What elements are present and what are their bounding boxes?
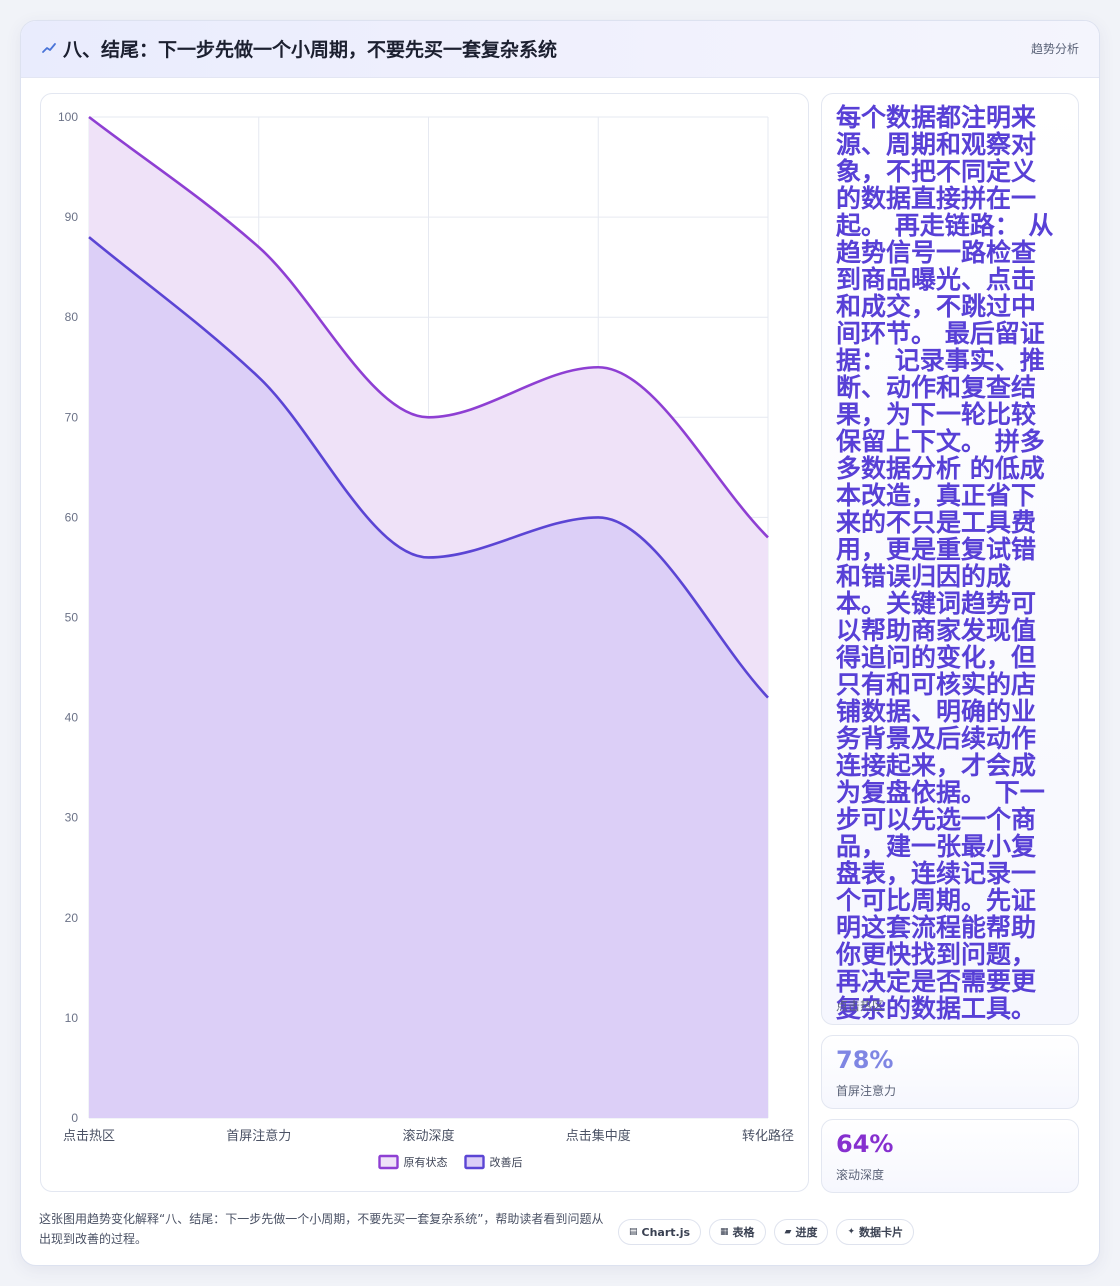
page-title: 八、结尾：下一步先做一个小周期，不要先买一套复杂系统 bbox=[63, 39, 558, 61]
stat-value: 78% bbox=[836, 1046, 894, 1074]
card-header: 八、结尾：下一步先做一个小周期，不要先买一套复杂系统 趋势分析 bbox=[21, 21, 1099, 78]
area-chart: 0 10 20 30 40 50 60 70 80 90 100 点击热区 首屏注意力 滚动深度 点击集中度… bbox=[58, 110, 794, 1170]
legend-label: 原有状态 bbox=[404, 1155, 448, 1169]
note-text: 每个数据都注明来源、周期和观察对象，不把不同定义的数据直接拼在一起。 再走链路：… bbox=[836, 103, 1054, 1023]
y-tick-label: 80 bbox=[65, 310, 79, 324]
chart-panel: 0 10 20 30 40 50 60 70 80 90 100 点击热区 首屏注意力 滚动深度 点击集中度… bbox=[40, 93, 809, 1192]
table-icon: ▦ bbox=[720, 1227, 729, 1237]
stat-value: 64% bbox=[836, 1130, 894, 1158]
legend-swatch bbox=[464, 1154, 485, 1170]
stat-label: 滚动深度 bbox=[836, 1168, 885, 1182]
chip-progress[interactable]: ▰ 进度 bbox=[773, 1219, 829, 1245]
sparkle-icon: ✦ bbox=[847, 1227, 856, 1237]
y-tick-label: 100 bbox=[58, 110, 78, 124]
trend-line-icon bbox=[42, 43, 56, 53]
stat-card-scroll: 64% 滚动深度 bbox=[821, 1119, 1079, 1193]
note-card: 每个数据都注明来源、周期和观察对象，不把不同定义的数据直接拼在一起。 再走链路：… bbox=[821, 93, 1079, 1025]
category-tag[interactable]: 趋势分析 bbox=[1030, 42, 1079, 56]
progress-icon: ▰ bbox=[784, 1227, 792, 1237]
chart-caption: 这张图用趋势变化解释“八、结尾：下一步先做一个小周期，不要先买一套复杂系统”，帮… bbox=[39, 1212, 604, 1246]
chart-icon: ▤ bbox=[629, 1227, 638, 1237]
chip-data-card[interactable]: ✦ 数据卡片 bbox=[836, 1219, 915, 1245]
y-tick-label: 70 bbox=[65, 410, 79, 424]
y-tick-label: 50 bbox=[65, 611, 79, 625]
legend-swatch bbox=[378, 1154, 399, 1170]
legend-label: 改善后 bbox=[490, 1155, 523, 1169]
y-tick-label: 60 bbox=[65, 510, 79, 524]
y-tick-label: 20 bbox=[65, 911, 79, 925]
stat-label: 首屏注意力 bbox=[836, 1084, 897, 1098]
y-tick-label: 40 bbox=[65, 711, 79, 725]
x-tick-label: 转化路径 bbox=[742, 1128, 794, 1144]
chip-table[interactable]: ▦ 表格 bbox=[709, 1219, 766, 1245]
y-tick-label: 0 bbox=[71, 1111, 78, 1125]
y-tick-label: 10 bbox=[65, 1011, 79, 1025]
report-card: 八、结尾：下一步先做一个小周期，不要先买一套复杂系统 趋势分析 0 10 20 30 4… bbox=[20, 20, 1100, 1266]
x-tick-label: 点击集中度 bbox=[566, 1128, 631, 1144]
x-tick-label: 滚动深度 bbox=[402, 1128, 454, 1144]
series-line-1 bbox=[88, 236, 769, 699]
y-tick-label: 90 bbox=[65, 210, 79, 224]
series-line-0 bbox=[88, 115, 769, 539]
chip-chartjs[interactable]: ▤ Chart.js bbox=[618, 1219, 702, 1245]
y-tick-label: 30 bbox=[65, 811, 79, 825]
tech-chips: ▤ Chart.js ▦ 表格 ▰ 进度 ✦ 数据卡片 bbox=[618, 1219, 915, 1245]
x-tick-label: 首屏注意力 bbox=[226, 1128, 291, 1144]
x-tick-label: 点击热区 bbox=[63, 1129, 115, 1144]
series-area-1 bbox=[89, 237, 768, 1118]
stat-card-attention: 78% 首屏注意力 bbox=[821, 1035, 1079, 1109]
note-label: 点击热区 bbox=[836, 999, 885, 1013]
